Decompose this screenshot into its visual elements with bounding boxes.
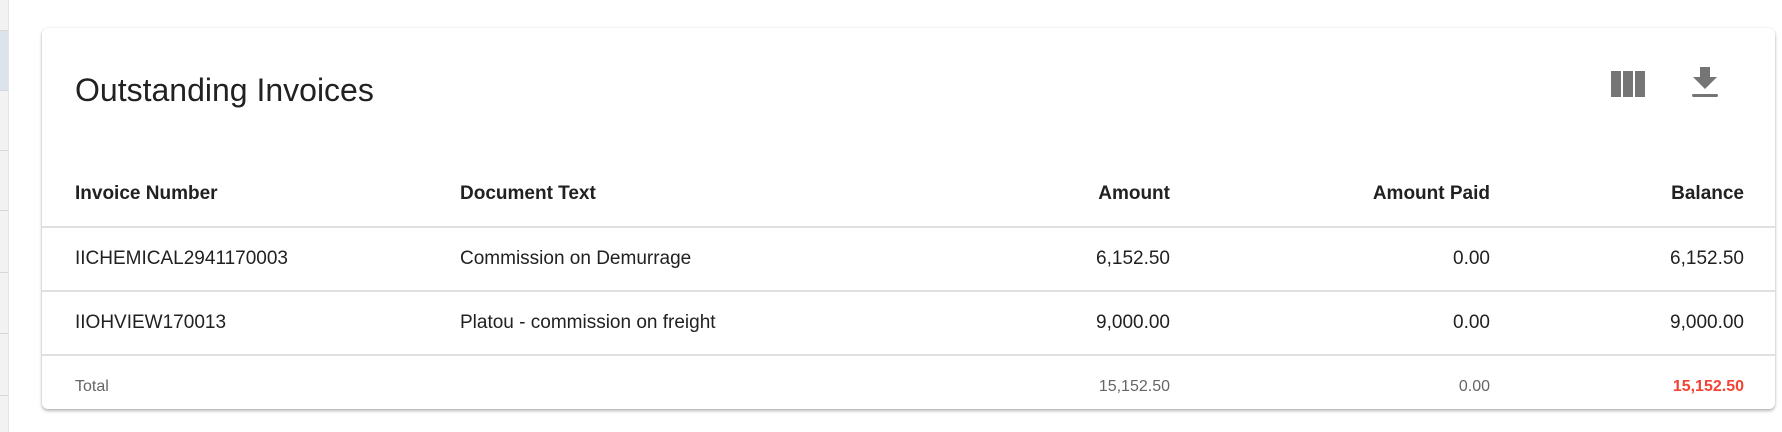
total-empty <box>459 355 919 418</box>
view-column-icon[interactable] <box>1611 71 1645 97</box>
card-title: Outstanding Invoices <box>75 72 374 108</box>
total-amount-paid: 0.00 <box>1458 378 1490 395</box>
amount: 6,152.50 <box>919 227 1171 292</box>
background-sidebar-edge <box>0 0 9 432</box>
table-header-row: Invoice Number Document Text Amount Amou… <box>42 161 1775 228</box>
table-row[interactable]: IICHEMICAL2941170003 Commission on Demur… <box>42 227 1775 292</box>
column-header-amount-paid[interactable]: Amount Paid <box>1171 161 1491 228</box>
total-row: Total 15,152.50 0.00 15,152.50 <box>42 355 1775 418</box>
total-balance: 15,152.50 <box>1672 378 1744 395</box>
invoice-number: IIOHVIEW170013 <box>42 291 459 356</box>
invoice-number: IICHEMICAL2941170003 <box>42 227 459 292</box>
column-header-amount[interactable]: Amount <box>919 161 1171 228</box>
invoices-table: Invoice Number Document Text Amount Amou… <box>42 161 1775 418</box>
download-icon[interactable] <box>1692 67 1718 98</box>
amount: 9,000.00 <box>919 291 1171 356</box>
column-header-invoice-number[interactable]: Invoice Number <box>42 161 459 228</box>
total-label: Total <box>75 378 109 395</box>
total-amount: 15,152.50 <box>1098 378 1170 395</box>
document-text: Platou - commission on freight <box>459 291 919 356</box>
amount-paid: 0.00 <box>1171 227 1491 292</box>
outstanding-invoices-card: Outstanding Invoices Invoice Number Docu… <box>42 28 1775 409</box>
column-header-balance[interactable]: Balance <box>1491 161 1775 228</box>
table-row[interactable]: IIOHVIEW170013 Platou - commission on fr… <box>42 291 1775 356</box>
column-header-document-text[interactable]: Document Text <box>459 161 919 228</box>
amount-paid: 0.00 <box>1171 291 1491 356</box>
balance: 6,152.50 <box>1491 227 1775 292</box>
balance: 9,000.00 <box>1491 291 1775 356</box>
document-text: Commission on Demurrage <box>459 227 919 292</box>
